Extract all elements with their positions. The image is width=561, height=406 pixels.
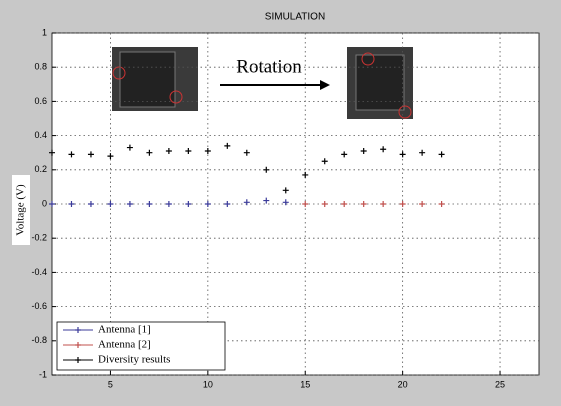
point (419, 149, 426, 156)
point (321, 158, 328, 165)
point (87, 151, 94, 158)
point (360, 201, 367, 207)
point (282, 187, 289, 194)
port-marker (112, 66, 126, 80)
y-axis-label: Voltage (V) (15, 184, 27, 236)
y-tick-label: -0.4 (31, 267, 47, 277)
point (360, 147, 367, 154)
marks (49, 32, 539, 376)
port-marker (398, 105, 412, 119)
point (185, 147, 192, 154)
point (419, 201, 426, 207)
point (302, 201, 309, 207)
point (399, 201, 406, 207)
legend-marker (75, 357, 81, 363)
point (399, 151, 406, 158)
point (243, 199, 250, 206)
x-tick-label: 25 (495, 379, 505, 389)
legend-marker (75, 342, 81, 348)
point (263, 166, 270, 173)
y-tick-label: 0 (42, 198, 47, 208)
point (126, 201, 133, 207)
x-tick-label: 10 (203, 379, 213, 389)
point (438, 151, 445, 158)
x-tick-label: 15 (300, 379, 310, 389)
y-tick-label: 1 (42, 27, 47, 37)
point (224, 201, 231, 207)
photo-part (355, 54, 405, 111)
point (341, 201, 348, 207)
point (146, 149, 153, 156)
x-tick-label: 20 (398, 379, 408, 389)
y-tick-label: 0.6 (34, 96, 47, 106)
point (263, 197, 270, 204)
y-tick-label: -0.8 (31, 335, 47, 345)
y-axis-label-box: Voltage (V) (12, 175, 30, 245)
point (204, 147, 211, 154)
point (282, 199, 289, 206)
arrow-head (320, 80, 330, 90)
point (224, 142, 231, 149)
point (126, 144, 133, 151)
point (204, 201, 211, 207)
photo-right (347, 47, 413, 119)
y-tick-label: -0.6 (31, 301, 47, 311)
point (165, 147, 172, 154)
point (165, 201, 172, 207)
legend-items: Antenna [1] Antenna [2] Diversity results (63, 324, 170, 366)
legend: Antenna [1] Antenna [2] Diversity results (56, 321, 226, 371)
point (107, 153, 114, 160)
point (146, 201, 153, 207)
point (68, 201, 75, 207)
legend-marker (75, 327, 81, 333)
y-tick-label: 0.8 (34, 62, 47, 72)
y-tick-label: -1 (39, 369, 47, 379)
y-tick-label: 0.2 (34, 164, 47, 174)
point (68, 151, 75, 158)
port-marker (361, 52, 375, 66)
point (321, 201, 328, 207)
port-marker (169, 90, 183, 104)
point (438, 201, 445, 207)
point (380, 146, 387, 153)
photo-left (112, 47, 198, 111)
y-tick-label: -0.2 (31, 233, 47, 243)
point (380, 201, 387, 207)
point (49, 201, 55, 207)
legend-label: Diversity results (98, 354, 170, 366)
point (107, 201, 114, 207)
y-tick-label: 0.4 (34, 130, 47, 140)
point (49, 149, 55, 156)
point (243, 149, 250, 156)
point (341, 151, 348, 158)
photo-part (119, 51, 176, 108)
legend-label: Antenna [2] (98, 339, 151, 351)
point (302, 171, 309, 178)
point (87, 201, 94, 207)
point (185, 201, 192, 207)
legend-label: Antenna [1] (98, 324, 151, 336)
chart-title: SIMULATION (265, 12, 325, 23)
x-tick-label: 5 (108, 379, 113, 389)
label-background (12, 175, 30, 245)
